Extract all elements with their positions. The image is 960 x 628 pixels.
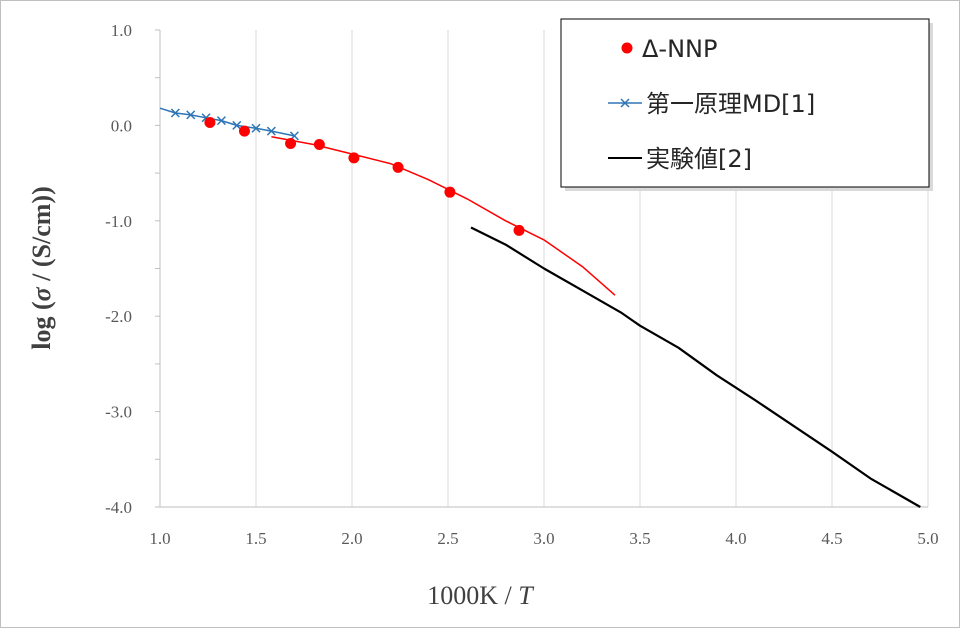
data-point-dot xyxy=(285,138,297,150)
legend: Δ-NNP 第一原理MD[1] 実験値[2] xyxy=(560,18,933,191)
gridlines xyxy=(160,30,929,508)
x-tick-label: 3.5 xyxy=(629,529,650,548)
x-tick-label: 2.0 xyxy=(341,529,362,548)
y-tick-labels: 1.0 0.0 -1.0 -2.0 -3.0 -4.0 xyxy=(105,21,132,517)
series-line xyxy=(159,107,295,137)
data-point-dot xyxy=(238,125,250,137)
data-point-dot xyxy=(204,117,216,129)
data-point-dot xyxy=(313,138,325,150)
y-tick-label: -3.0 xyxy=(105,403,132,422)
y-axis-label: log (σ / (S/cm)) xyxy=(27,186,56,350)
data-point-x xyxy=(170,108,180,118)
series-layer xyxy=(159,107,921,508)
legend-label-dnnp: Δ-NNP xyxy=(642,35,717,63)
data-point-x xyxy=(232,120,242,130)
x-tick-label: 2.5 xyxy=(437,529,458,548)
legend-marker-dnnp xyxy=(621,42,633,54)
x-tick-label: 4.5 xyxy=(821,529,842,548)
x-axis-label: 1000K / T xyxy=(427,581,534,610)
x-tick-labels: 1.0 1.5 2.0 2.5 3.0 3.5 4.0 4.5 5.0 xyxy=(149,529,938,548)
data-point-x xyxy=(251,123,261,133)
series-line xyxy=(470,226,921,508)
axes xyxy=(155,29,161,508)
data-point-dot xyxy=(513,224,525,236)
data-point-x xyxy=(186,110,196,120)
x-tick-label: 1.0 xyxy=(149,529,170,548)
legend-label-md: 第一原理MD[1] xyxy=(646,90,815,118)
y-tick-label: 1.0 xyxy=(111,21,132,40)
x-tick-label: 1.5 xyxy=(245,529,266,548)
y-tick-label: -4.0 xyxy=(105,498,132,517)
data-point-dot xyxy=(444,186,456,198)
y-tick-label: -2.0 xyxy=(105,307,132,326)
y-tick-label: -1.0 xyxy=(105,212,132,231)
legend-label-exp: 実験値[2] xyxy=(646,145,752,173)
x-tick-label: 5.0 xyxy=(917,529,938,548)
data-point-x xyxy=(216,116,226,126)
y-tick-label: 0.0 xyxy=(111,116,132,135)
data-point-x xyxy=(266,126,276,136)
data-point-dot xyxy=(392,161,404,173)
legend-marker-md xyxy=(620,98,630,108)
x-tick-label: 3.0 xyxy=(533,529,554,548)
data-point-dot xyxy=(348,152,360,164)
x-tick-label: 4.0 xyxy=(725,529,746,548)
